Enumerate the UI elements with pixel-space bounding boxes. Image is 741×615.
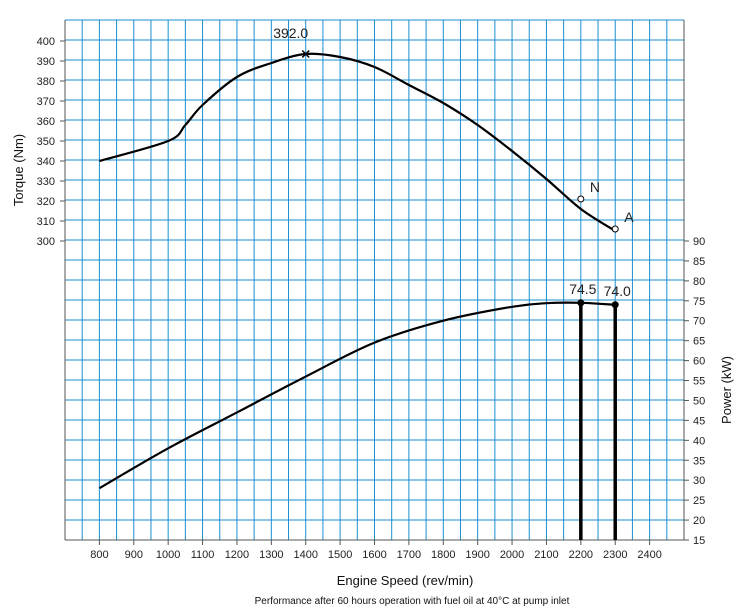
x-tick-label: 1500 bbox=[328, 549, 352, 561]
power-point-label: 74.0 bbox=[604, 283, 631, 299]
y-right-tick-label: 50 bbox=[693, 395, 705, 407]
y-right-tick-label: 55 bbox=[693, 376, 705, 388]
point-label: N bbox=[590, 179, 600, 195]
y-left-axis-title: Torque (Nm) bbox=[11, 134, 26, 206]
y-right-tick-label: 40 bbox=[693, 435, 705, 447]
x-tick-label: 1100 bbox=[191, 549, 215, 561]
point-marker bbox=[611, 225, 619, 233]
y-right-tick-label: 45 bbox=[693, 415, 705, 427]
y-right-tick-label: 15 bbox=[693, 535, 705, 547]
y-left-tick-label: 400 bbox=[37, 36, 55, 48]
x-tick-label: 2200 bbox=[569, 549, 593, 561]
x-axis-title: Engine Speed (rev/min) bbox=[337, 573, 474, 588]
y-right-tick-label: 35 bbox=[693, 455, 705, 467]
y-left-tick-label: 370 bbox=[37, 96, 55, 108]
x-tick-label: 1700 bbox=[397, 549, 421, 561]
y-left-tick-label: 300 bbox=[37, 236, 55, 248]
power-point-marker bbox=[577, 299, 585, 307]
x-tick-label: 900 bbox=[125, 549, 143, 561]
power-point-marker bbox=[611, 301, 619, 309]
point-marker bbox=[577, 195, 585, 203]
peak-marker bbox=[301, 49, 310, 59]
y-right-tick-label: 65 bbox=[693, 336, 705, 348]
y-right-tick-label: 90 bbox=[693, 236, 705, 248]
point-label: A bbox=[624, 209, 634, 225]
x-tick-label: 1300 bbox=[259, 549, 283, 561]
y-left-tick-label: 320 bbox=[37, 196, 55, 208]
y-left-tick-label: 330 bbox=[37, 176, 55, 188]
torque-curve bbox=[99, 52, 616, 232]
y-right-tick-label: 80 bbox=[693, 276, 705, 288]
x-tick-label: 1000 bbox=[156, 549, 180, 561]
x-tick-label: 1600 bbox=[362, 549, 386, 561]
x-tick-label: 2300 bbox=[603, 549, 627, 561]
peak-label: 392.0 bbox=[273, 25, 308, 41]
y-right-tick-label: 20 bbox=[693, 515, 705, 527]
y-right-tick-label: 60 bbox=[693, 356, 705, 368]
y-right-tick-label: 25 bbox=[693, 495, 705, 507]
x-tick-label: 2000 bbox=[500, 549, 524, 561]
x-tick-label: 1900 bbox=[465, 549, 489, 561]
y-right-tick-label: 75 bbox=[693, 296, 705, 308]
y-right-axis-title: Power (kW) bbox=[719, 356, 734, 424]
y-right-tick-label: 30 bbox=[693, 475, 705, 487]
y-left-tick-label: 340 bbox=[37, 156, 55, 168]
y-left-tick-label: 390 bbox=[37, 56, 55, 68]
y-right-tick-label: 70 bbox=[693, 316, 705, 328]
power-point-label: 74.5 bbox=[569, 281, 596, 297]
x-tick-label: 1200 bbox=[225, 549, 249, 561]
axes-layer: 800 900 1000 1100 1200 1300 1400 1500 1600 1700 18… bbox=[37, 20, 705, 561]
series-layer bbox=[98, 52, 617, 540]
x-tick-label: 1400 bbox=[293, 549, 317, 561]
power-curve bbox=[98, 301, 616, 490]
y-left-tick-label: 380 bbox=[37, 76, 55, 88]
x-tick-label: 800 bbox=[90, 549, 108, 561]
y-left-tick-label: 310 bbox=[37, 216, 55, 228]
footnote: Performance after 60 hours operation wit… bbox=[255, 596, 570, 607]
y-left-tick-label: 360 bbox=[37, 116, 55, 128]
x-tick-label: 1800 bbox=[431, 549, 455, 561]
y-right-tick-label: 85 bbox=[693, 256, 705, 268]
annotation-layer: 392.0 N A 74.5 74.0 bbox=[273, 25, 634, 309]
x-tick-label: 2100 bbox=[534, 549, 558, 561]
x-tick-label: 2400 bbox=[637, 549, 661, 561]
y-left-tick-label: 350 bbox=[37, 136, 55, 148]
